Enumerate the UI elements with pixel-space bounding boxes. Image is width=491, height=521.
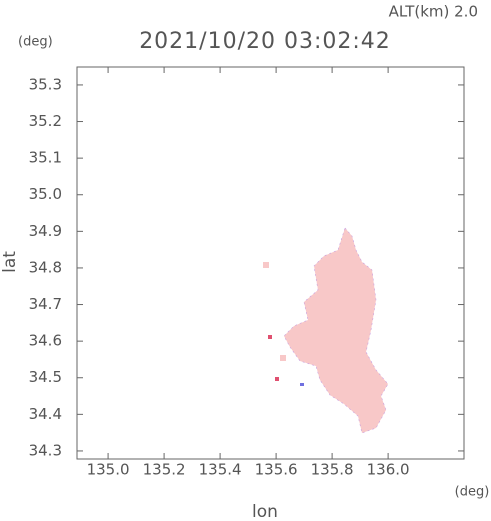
y-axis-label: lat xyxy=(0,251,20,273)
x-unit: (deg) xyxy=(455,485,490,500)
x-tick-label: 135.8 xyxy=(311,461,354,479)
x-axis-label: lon xyxy=(252,502,278,521)
echo-cell xyxy=(300,383,304,386)
y-tick-label: 34.6 xyxy=(29,332,62,350)
x-tick-label: 135.6 xyxy=(255,461,298,479)
y-tick-label: 34.5 xyxy=(29,368,62,386)
x-tick-label: 136.0 xyxy=(367,461,410,479)
plot-frame xyxy=(76,66,465,460)
y-tick-label: 35.3 xyxy=(29,75,62,93)
y-tick-label: 34.9 xyxy=(29,222,62,240)
radar-echo xyxy=(263,227,389,434)
x-tick-label: 135.4 xyxy=(199,461,242,479)
echo-cell xyxy=(275,377,279,381)
y-unit: (deg) xyxy=(18,35,53,50)
echo-cell xyxy=(280,355,286,361)
y-tick-label: 35.1 xyxy=(29,149,62,167)
echo-cell xyxy=(268,335,272,339)
x-tick-label: 135.0 xyxy=(87,461,130,479)
y-tick-label: 34.8 xyxy=(29,258,62,276)
echo-area xyxy=(283,227,389,434)
x-tick-label: 135.2 xyxy=(143,461,186,479)
y-tick-label: 34.3 xyxy=(29,441,62,459)
chart-title: 2021/10/20 03:02:42 xyxy=(139,29,391,54)
altitude-label: ALT(km) 2.0 xyxy=(389,3,478,21)
y-tick-label: 35.2 xyxy=(29,112,62,130)
y-tick-label: 34.7 xyxy=(29,295,62,313)
echo-cell xyxy=(263,262,269,268)
y-tick-label: 34.4 xyxy=(29,405,62,423)
y-tick-label: 35.0 xyxy=(29,185,62,203)
